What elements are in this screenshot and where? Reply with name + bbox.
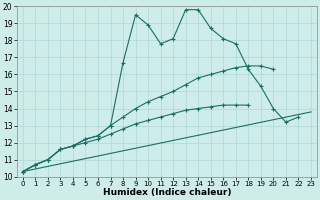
- X-axis label: Humidex (Indice chaleur): Humidex (Indice chaleur): [103, 188, 231, 197]
